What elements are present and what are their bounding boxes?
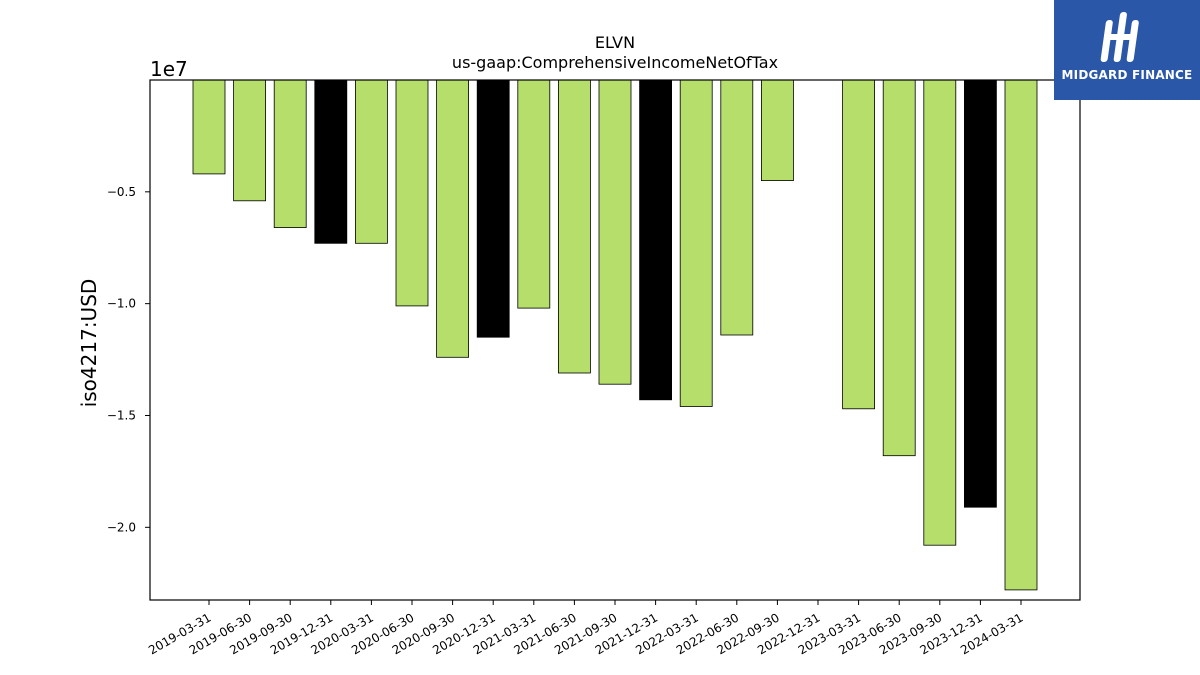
bar-2020-09-30 xyxy=(436,79,470,358)
bar-2020-03-31 xyxy=(354,79,388,244)
plot-frame xyxy=(149,79,1081,601)
chart-subtitle: us-gaap:ComprehensiveIncomeNetOfTax xyxy=(452,53,778,72)
y-offset-label: 1e7 xyxy=(150,57,188,81)
chart-title: ELVN xyxy=(595,33,635,52)
bar-2019-06-30 xyxy=(233,79,267,202)
bar-2020-06-30 xyxy=(395,79,429,307)
bar-2024-03-31 xyxy=(1004,79,1038,591)
bar-2021-03-31 xyxy=(517,79,551,309)
bar-2021-06-30 xyxy=(558,79,591,374)
brand-logo: MIDGARD FINANCE xyxy=(1054,0,1200,100)
y-tick-label: −0.5 xyxy=(107,185,136,199)
bar-2023-12-31 xyxy=(964,79,997,508)
bar-2023-03-31 xyxy=(842,79,875,410)
y-tick-label: −1.5 xyxy=(107,408,136,422)
bar-2019-09-30 xyxy=(273,79,307,229)
bar-2020-12-31 xyxy=(476,79,510,338)
brand-name: MIDGARD FINANCE xyxy=(1061,68,1193,82)
bar-2021-12-31 xyxy=(639,79,672,401)
bar-2022-06-30 xyxy=(720,79,754,336)
bar-2022-03-31 xyxy=(679,79,713,407)
brand-mark-icon xyxy=(1100,12,1139,62)
bar-2021-09-30 xyxy=(598,79,632,385)
bar-2023-06-30 xyxy=(882,79,916,457)
y-tick-label: −1.0 xyxy=(107,297,136,311)
bar-2022-09-30 xyxy=(761,79,794,181)
y-axis-label: iso4217:USD xyxy=(77,279,101,408)
y-tick-label: −2.0 xyxy=(107,520,136,534)
bar-2019-03-31 xyxy=(192,79,226,175)
bar-2023-09-30 xyxy=(923,79,957,546)
bar-2019-12-31 xyxy=(314,79,348,244)
